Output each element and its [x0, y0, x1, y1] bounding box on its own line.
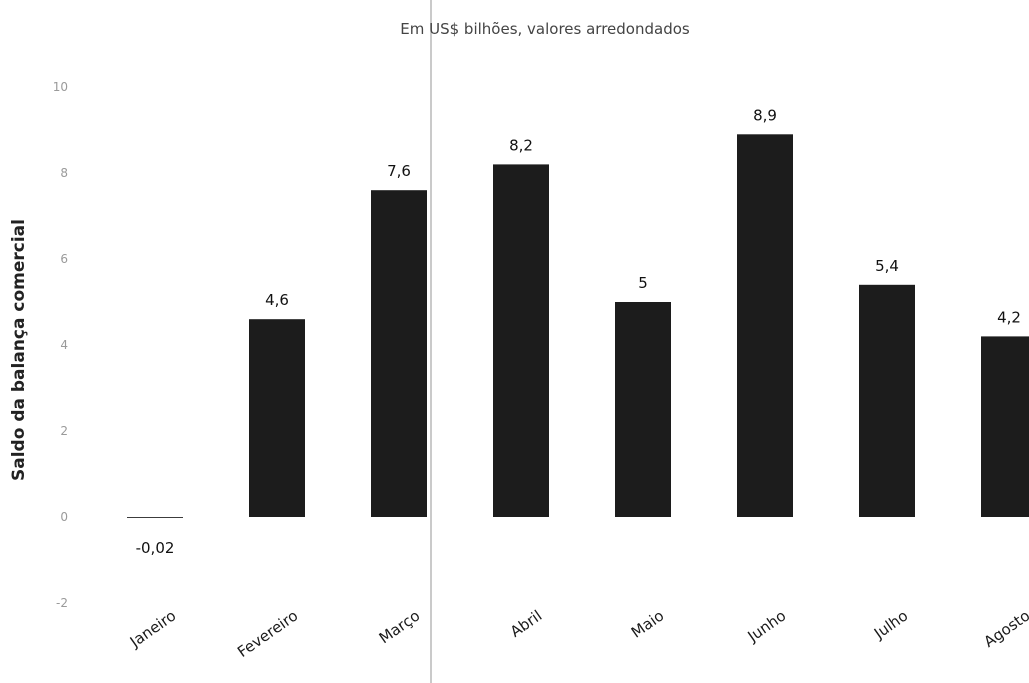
- data-label-julho: 5,4: [875, 257, 899, 275]
- y-tick-label: 8: [60, 166, 68, 180]
- y-tick-label: -2: [56, 596, 68, 610]
- data-label-junho: 8,9: [753, 106, 777, 124]
- data-labels: -0,02 4,6 7,6 8,2 5 8,9 5,4 4,2: [136, 106, 1021, 557]
- x-tick-label-março: Março: [376, 607, 424, 648]
- data-label-março: 7,6: [387, 162, 411, 180]
- data-label-fevereiro: 4,6: [265, 291, 289, 309]
- data-label-maio: 5: [638, 274, 648, 292]
- data-label-agosto: 4,2: [997, 308, 1021, 326]
- y-tick-label: 0: [60, 510, 68, 524]
- x-tick-label-abril: Abril: [507, 607, 545, 641]
- bar-fevereiro: [249, 319, 305, 517]
- x-tick-label-maio: Maio: [628, 607, 667, 642]
- x-tick-label-agosto: Agosto: [981, 607, 1029, 651]
- y-axis-label: Saldo da balança comercial: [9, 219, 29, 481]
- bar-abril: [493, 164, 549, 517]
- bar-maio: [615, 302, 671, 517]
- bars: [127, 134, 1029, 518]
- bar-junho: [737, 134, 793, 518]
- y-tick-label: 4: [60, 338, 68, 352]
- x-axis-ticks: Janeiro Fevereiro Março Abril Maio Junho Julho…: [126, 607, 1029, 662]
- data-label-abril: 8,2: [509, 136, 533, 154]
- chart-subtitle: Em US$ bilhões, valores arredondados: [400, 20, 690, 38]
- bar-agosto: [981, 336, 1029, 517]
- y-tick-label: 6: [60, 252, 68, 266]
- y-axis-ticks: -2 0 2 4 6 8 10: [53, 80, 68, 610]
- y-tick-label: 10: [53, 80, 68, 94]
- y-tick-label: 2: [60, 424, 68, 438]
- bar-janeiro: [127, 517, 183, 518]
- bar-julho: [859, 284, 915, 517]
- data-label-janeiro: -0,02: [136, 539, 175, 557]
- bar-março: [371, 190, 427, 517]
- x-tick-label-julho: Julho: [870, 607, 911, 643]
- x-tick-label-janeiro: Janeiro: [126, 607, 179, 652]
- x-tick-label-junho: Junho: [744, 607, 790, 646]
- x-tick-label-fevereiro: Fevereiro: [234, 607, 301, 662]
